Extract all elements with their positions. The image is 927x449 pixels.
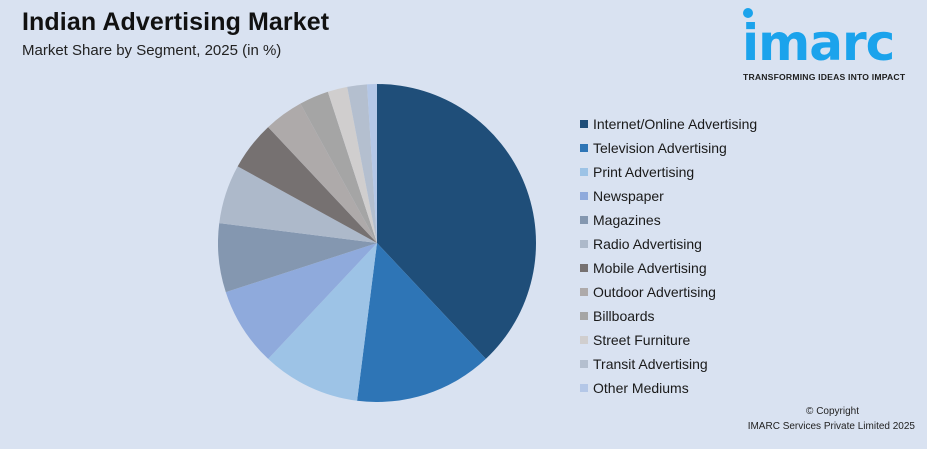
legend-item: Other Mediums xyxy=(580,376,757,400)
pie-slice-radio-advertising xyxy=(219,166,377,243)
pie-slice-internet-online-advertising xyxy=(377,84,536,359)
legend-item: Street Furniture xyxy=(580,328,757,352)
logo-wordmark: imarc xyxy=(742,14,895,72)
legend-item: Newspaper xyxy=(580,184,757,208)
chart-subtitle: Market Share by Segment, 2025 (in %) xyxy=(22,42,282,59)
legend-swatch-icon xyxy=(580,144,588,152)
legend-swatch-icon xyxy=(580,312,588,320)
legend-swatch-icon xyxy=(580,240,588,248)
legend-label: Radio Advertising xyxy=(593,236,702,252)
legend-item: Billboards xyxy=(580,304,757,328)
legend-label: Television Advertising xyxy=(593,140,727,156)
legend-item: Transit Advertising xyxy=(580,352,757,376)
pie-slice-mobile-advertising xyxy=(237,127,377,243)
legend-swatch-icon xyxy=(580,192,588,200)
pie-chart xyxy=(218,84,536,402)
chart-title: Indian Advertising Market xyxy=(22,8,330,36)
legend-label: Billboards xyxy=(593,308,655,324)
pie-slice-print-advertising xyxy=(268,243,377,401)
legend-swatch-icon xyxy=(580,384,588,392)
legend-item: Print Advertising xyxy=(580,160,757,184)
legend-item: Magazines xyxy=(580,208,757,232)
legend-label: Mobile Advertising xyxy=(593,260,707,276)
legend-swatch-icon xyxy=(580,360,588,368)
chart-legend: Internet/Online Advertising Television Ad… xyxy=(580,112,757,400)
pie-slice-transit-advertising xyxy=(347,84,377,243)
copyright-label: © Copyright xyxy=(806,406,859,417)
legend-label: Transit Advertising xyxy=(593,356,708,372)
pie-slice-other-mediums xyxy=(367,84,377,243)
pie-slice-television-advertising xyxy=(357,243,486,402)
legend-label: Newspaper xyxy=(593,188,664,204)
copyright-company: IMARC Services Private Limited 2025 xyxy=(747,421,915,432)
logo-dot-icon xyxy=(743,8,753,18)
legend-swatch-icon xyxy=(580,264,588,272)
logo-tagline: TRANSFORMING IDEAS INTO IMPACT xyxy=(743,72,906,82)
pie-slice-street-furniture xyxy=(327,86,377,243)
legend-swatch-icon xyxy=(580,336,588,344)
legend-item: Mobile Advertising xyxy=(580,256,757,280)
legend-swatch-icon xyxy=(580,288,588,296)
pie-slice-magazines xyxy=(218,223,377,293)
legend-label: Other Mediums xyxy=(593,380,689,396)
legend-swatch-icon xyxy=(580,120,588,128)
legend-label: Street Furniture xyxy=(593,332,691,348)
legend-item: Radio Advertising xyxy=(580,232,757,256)
legend-item: Internet/Online Advertising xyxy=(580,112,757,136)
copyright-notice: © Copyright IMARC Services Private Limit… xyxy=(748,404,915,434)
legend-item: Television Advertising xyxy=(580,136,757,160)
pie-slice-outdoor-advertising xyxy=(268,103,377,243)
legend-label: Magazines xyxy=(593,212,661,228)
legend-label: Internet/Online Advertising xyxy=(593,116,758,132)
pie-slice-newspaper xyxy=(225,243,377,359)
pie-slice-billboards xyxy=(300,91,377,243)
legend-swatch-icon xyxy=(580,216,588,224)
legend-swatch-icon xyxy=(580,168,588,176)
imarc-logo: imarc TRANSFORMING IDEAS INTO IMPACT xyxy=(740,6,920,86)
legend-label: Print Advertising xyxy=(593,164,695,180)
legend-item: Outdoor Advertising xyxy=(580,280,757,304)
legend-label: Outdoor Advertising xyxy=(593,284,716,300)
